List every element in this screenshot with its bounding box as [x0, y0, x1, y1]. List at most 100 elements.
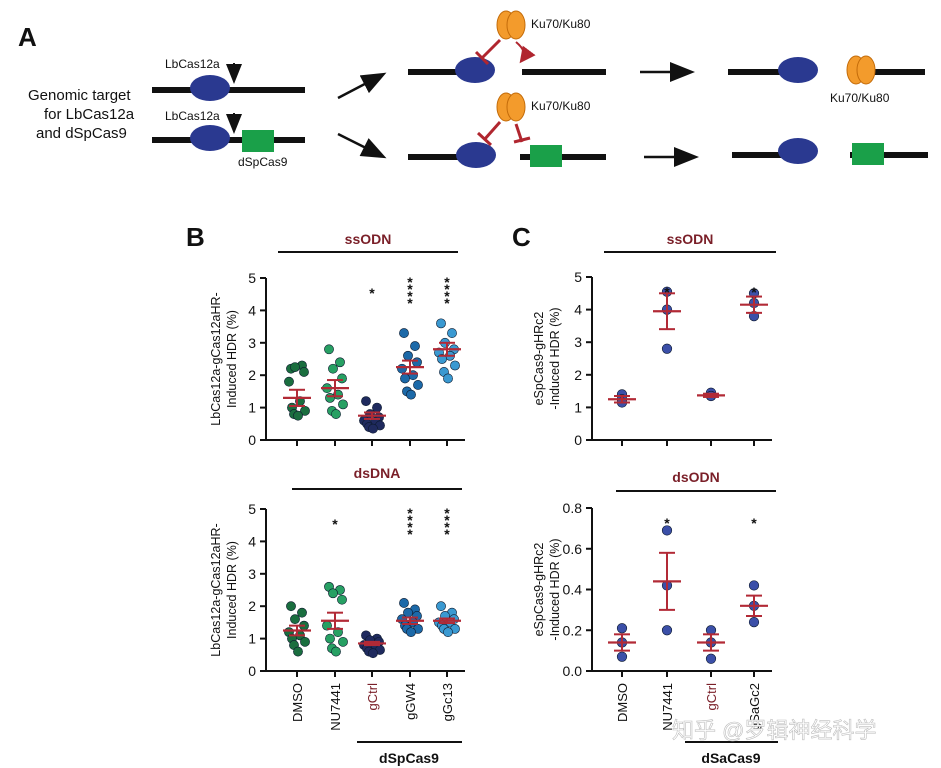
data-point — [338, 636, 348, 647]
significance-star: * — [332, 516, 338, 532]
data-point — [748, 616, 760, 628]
ku-complex-icon — [496, 92, 526, 122]
lbcas12a-protein — [778, 138, 818, 164]
panel-b-letter: B — [186, 222, 205, 252]
y-axis-label: eSpCas9-gHRc2 — [532, 312, 546, 406]
data-point — [748, 580, 760, 591]
data-point — [412, 357, 422, 368]
data-point — [406, 389, 416, 400]
lbcas12a-protein — [455, 57, 495, 83]
significance-star: * — [444, 526, 450, 542]
category-label: gSaGc2 — [747, 683, 762, 730]
data-point — [284, 376, 294, 387]
data-point — [372, 402, 382, 413]
y-tick-label: 4 — [574, 302, 582, 318]
data-point — [290, 362, 300, 372]
data-point — [443, 627, 453, 638]
category-label: DMSO — [615, 683, 630, 722]
significance-star: * — [407, 281, 413, 297]
y-tick-label: 0 — [574, 432, 582, 448]
ku-label: Ku70/Ku80 — [531, 99, 591, 113]
lbcas12a-protein — [190, 75, 230, 101]
data-point — [450, 360, 460, 371]
data-point — [661, 625, 673, 636]
genomic-target-line-1: Genomic target — [28, 87, 131, 104]
lbcas12a-protein — [456, 142, 496, 168]
data-point — [447, 328, 457, 338]
data-point — [338, 399, 348, 410]
data-point — [368, 423, 378, 434]
data-point — [337, 373, 347, 384]
chart-b-dsdna: dsDNA 0 1 2 3 4 5 LbCas12a-gCas12aHR- Induced HD… — [209, 465, 465, 731]
inhibit-line-icon — [482, 121, 502, 141]
top-row-result: Ku70/Ku80 — [728, 55, 925, 105]
lbcas12a-protein — [190, 125, 230, 151]
data-point — [397, 363, 407, 374]
ku-complex-icon — [496, 10, 526, 40]
data-point — [399, 328, 409, 338]
y-axis-label: Induced HDR (%) — [225, 310, 239, 408]
lbcas12a-label-top: LbCas12a — [165, 57, 220, 71]
dspcas9-protein — [530, 145, 562, 167]
group-label-c: dSaCas9 — [685, 741, 778, 766]
significance-star: * — [444, 281, 450, 297]
y-tick-label: 0 — [248, 432, 256, 448]
inhibit-bar-icon — [476, 131, 493, 147]
data-point — [324, 344, 334, 355]
data-point — [293, 410, 303, 421]
dspcas9-protein — [852, 143, 884, 165]
y-tick-label: 4 — [248, 533, 256, 549]
y-tick-label: 5 — [574, 269, 582, 285]
significance-star: * — [444, 274, 450, 290]
data-point — [328, 588, 338, 599]
category-label: NU7441 — [660, 683, 675, 731]
bottom-row-cut: Ku70/Ku80 — [408, 92, 606, 168]
lbcas12a-protein — [778, 57, 818, 83]
significance-star: * — [407, 505, 413, 521]
data-point — [368, 648, 378, 659]
top-row-cut: Ku70/Ku80 — [408, 10, 606, 83]
data-point — [299, 367, 309, 377]
category-label: gCtrl — [365, 683, 380, 711]
top-row-initial: LbCas12a — [152, 57, 305, 101]
significance-star: * — [407, 295, 413, 311]
data-point — [436, 601, 446, 612]
data-point — [406, 627, 416, 638]
data-point — [616, 623, 628, 634]
significance-star: * — [407, 274, 413, 290]
dspcas9-group-label: dSpCas9 — [379, 750, 439, 766]
y-tick-label: 0.0 — [563, 663, 583, 679]
data-point — [290, 614, 300, 625]
data-point — [661, 525, 673, 536]
y-tick-label: 3 — [574, 334, 582, 350]
y-tick-label: 0.6 — [563, 541, 583, 557]
significance-star: * — [444, 519, 450, 535]
process-arrow-icon — [337, 72, 387, 100]
chart-b-ssodn: ssODN 0 1 2 3 4 5 LbCas12a-gCas12aHR- Induced HD… — [209, 231, 465, 448]
significance-star: * — [444, 288, 450, 304]
y-tick-label: 5 — [248, 501, 256, 517]
data-point — [328, 363, 338, 374]
significance-star: * — [407, 288, 413, 304]
genomic-target-line-2: for LbCas12a — [44, 106, 135, 123]
data-point — [400, 373, 410, 384]
bottom-row-initial: LbCas12a dSpCas9 — [152, 109, 305, 169]
panel-a-letter: A — [18, 22, 37, 52]
bottom-row-result — [732, 138, 928, 165]
significance-star: * — [751, 284, 757, 300]
data-point — [616, 651, 628, 662]
ku-complex-icon — [846, 55, 876, 85]
y-tick-label: 3 — [248, 335, 256, 351]
data-point — [337, 594, 347, 605]
inhibit-bar-icon — [474, 50, 490, 66]
significance-star: * — [407, 519, 413, 535]
data-point — [297, 607, 307, 618]
y-tick-label: 5 — [248, 270, 256, 286]
data-point — [335, 357, 345, 368]
inhibit-bar-icon — [513, 136, 531, 144]
y-axis-label: eSpCas9-gHRc2 — [532, 543, 546, 637]
y-tick-label: 0.8 — [563, 500, 583, 516]
y-tick-label: 0 — [248, 663, 256, 679]
significance-star: * — [751, 515, 757, 531]
y-tick-label: 3 — [248, 566, 256, 582]
